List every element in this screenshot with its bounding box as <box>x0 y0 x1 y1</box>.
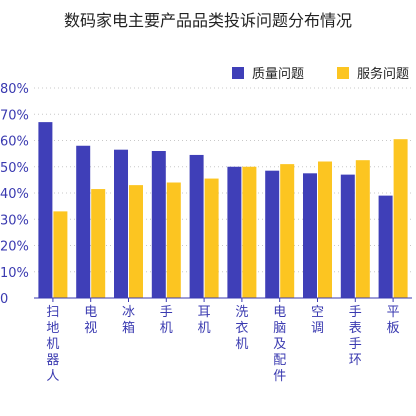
legend-label-service: 服务问题 <box>357 66 409 82</box>
bar-service <box>91 189 106 298</box>
legend-swatch-quality <box>232 67 244 79</box>
bar-quality <box>38 122 53 298</box>
bar-quality <box>378 195 393 298</box>
x-tick-label: 扫地机器人 <box>46 305 59 384</box>
bar-service <box>318 161 332 298</box>
y-tick-label: 40% <box>0 187 29 202</box>
legend-label-quality: 质量问题 <box>252 67 304 82</box>
bar-quality <box>151 151 166 298</box>
x-tick-label: 手表手环 <box>349 305 362 368</box>
legend: 质量问题 服务问题 <box>232 66 409 82</box>
bar-quality <box>227 166 242 298</box>
chart-title: 数码家电主要产品品类投诉问题分布情况 <box>64 11 352 30</box>
y-tick-label: 0 <box>0 292 8 307</box>
bar-service <box>204 178 219 298</box>
y-tick-label: 50% <box>0 161 29 176</box>
y-tick-label: 30% <box>0 213 29 228</box>
bar-service <box>393 139 408 298</box>
bar-service <box>53 211 68 298</box>
x-tick-label: 手机 <box>160 305 173 336</box>
x-tick-label: 耳机 <box>198 305 211 336</box>
bar-service <box>280 164 295 298</box>
x-tick-label: 电脑及配件 <box>273 305 286 384</box>
bar-quality <box>76 145 91 298</box>
x-tick-label: 平板 <box>387 305 400 336</box>
y-tick-label: 80% <box>0 82 29 97</box>
x-tick-label: 冰箱 <box>122 305 135 336</box>
bar-quality <box>114 149 128 298</box>
bar-service <box>129 185 143 298</box>
bar-service <box>242 166 257 298</box>
y-tick-label: 60% <box>0 135 29 150</box>
bar-quality <box>265 170 280 298</box>
bar-service <box>166 182 181 298</box>
x-tick-label: 电视 <box>84 305 97 336</box>
bar-quality <box>189 154 204 298</box>
y-tick-label: 70% <box>0 108 29 123</box>
bar-quality <box>340 174 355 298</box>
y-tick-label: 10% <box>0 266 29 281</box>
bar-quality <box>303 173 317 298</box>
grid-lines <box>34 87 412 273</box>
y-tick-label: 20% <box>0 240 29 255</box>
y-axis-ticks: 0 10% 20% 30% 40% 50% 60% 70% 80% <box>0 82 29 307</box>
legend-swatch-service <box>337 67 349 79</box>
x-tick-label: 空调 <box>311 305 324 336</box>
x-tick-label: 洗衣机 <box>235 305 248 352</box>
bars <box>38 122 408 298</box>
bar-service <box>355 160 370 298</box>
